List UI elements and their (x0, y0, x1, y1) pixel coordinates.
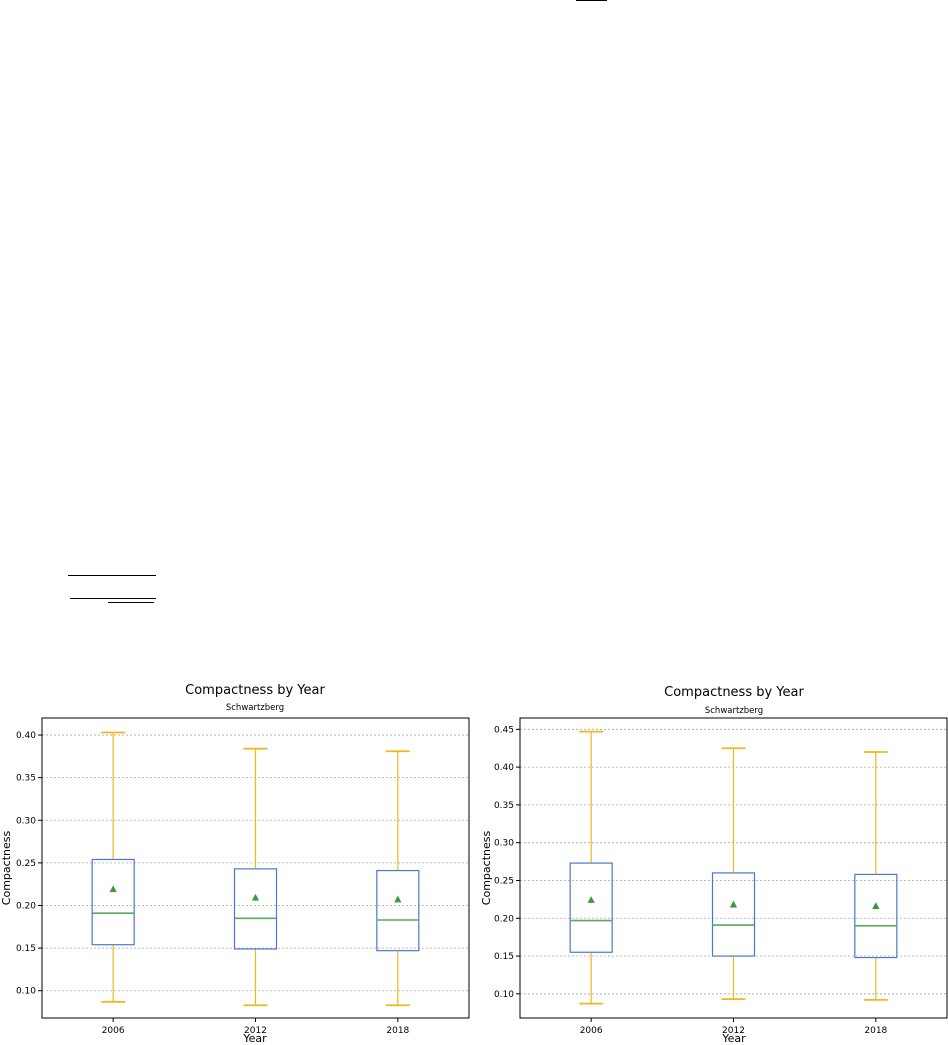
x-axis-label: Year (242, 1032, 267, 1045)
chart-subtitle: Schwartzberg (705, 706, 763, 716)
plot-frame (41, 717, 470, 1019)
box-iqr (854, 873, 898, 959)
figure-background (0, 676, 470, 1045)
chart-panel-left: Compactness by Year Schwartzberg 0.10 0.1… (0, 676, 470, 1045)
y-tick-label: 0.15 (16, 944, 36, 954)
boxplot-2006 (91, 731, 135, 1003)
boxplots (569, 730, 898, 1005)
mean-marker (872, 902, 880, 909)
y-tick-label: 0.40 (494, 763, 514, 773)
chart-title: Compactness by Year (664, 685, 804, 700)
x-tick-label: 2006 (580, 1026, 603, 1036)
y-tick-label: 0.20 (16, 902, 36, 912)
x-tick-label: 2018 (386, 1026, 409, 1036)
boxplots (91, 731, 420, 1007)
y-tick-label: 0.25 (16, 859, 36, 869)
rule-line-2 (70, 598, 156, 599)
boxplot-2012 (233, 747, 278, 1007)
box-iqr (91, 858, 135, 946)
y-tick-label: 0.10 (494, 990, 514, 1000)
boxplot-chart-right: Compactness by Year Schwartzberg 0.100.1… (478, 676, 948, 1045)
x-tick-label: 2006 (102, 1026, 125, 1036)
y-tick-label: 0.10 (16, 987, 36, 997)
chart-title: Compactness by Year (185, 683, 325, 698)
box-iqr (376, 869, 420, 952)
chart-subtitle: Schwartzberg (226, 703, 284, 713)
x-tick-label: 2012 (244, 1026, 267, 1036)
boxplot-chart-left: Compactness by Year Schwartzberg 0.100.1… (0, 676, 470, 1045)
boxplot-2018 (376, 750, 420, 1007)
box-iqr (233, 868, 278, 950)
mean-marker (109, 885, 117, 893)
boxplot-2018 (854, 751, 898, 1001)
boxplot-2006 (569, 730, 613, 1005)
x-tick-labels: 2006 2012 2018 (102, 1018, 410, 1036)
y-tick-label: 0.30 (16, 816, 36, 826)
y-tick-label: 0.30 (494, 839, 514, 849)
rule-line-top (576, 0, 607, 1)
x-axis-label: Year (721, 1032, 746, 1045)
y-tick-labels: 0.10 0.15 0.20 0.25 0.30 0.35 0.40 (16, 731, 42, 997)
mean-marker (729, 900, 738, 908)
mean-marker (587, 896, 595, 903)
rule-line-3 (108, 602, 154, 603)
boxplot-2012 (711, 747, 756, 1001)
y-tick-label: 0.25 (494, 876, 514, 886)
y-axis-label: Compactness (0, 831, 13, 906)
plot-frame (519, 717, 948, 1019)
y-tick-label: 0.40 (16, 731, 36, 741)
x-tick-labels: 2006 2012 2018 (580, 1018, 888, 1036)
y-axis-label: Compactness (480, 831, 493, 906)
box-iqr (711, 872, 756, 957)
y-tick-label: 0.35 (16, 774, 36, 784)
box-iqr (569, 862, 613, 953)
y-tick-label: 0.15 (494, 952, 514, 962)
mean-marker (251, 893, 260, 901)
x-tick-label: 2012 (722, 1026, 745, 1036)
y-tick-label: 0.20 (494, 914, 514, 924)
rule-line-1 (68, 575, 156, 576)
y-tick-label: 0.35 (494, 801, 514, 811)
x-tick-label: 2018 (864, 1026, 887, 1036)
figure-background (478, 676, 948, 1045)
y-tick-label: 0.45 (494, 725, 514, 735)
y-tick-labels: 0.10 0.15 0.20 0.25 0.30 0.35 0.40 0.45 (494, 725, 520, 1000)
mean-marker (394, 895, 402, 903)
chart-panel-right: Compactness by Year Schwartzberg 0.10 0.1… (478, 676, 948, 1045)
